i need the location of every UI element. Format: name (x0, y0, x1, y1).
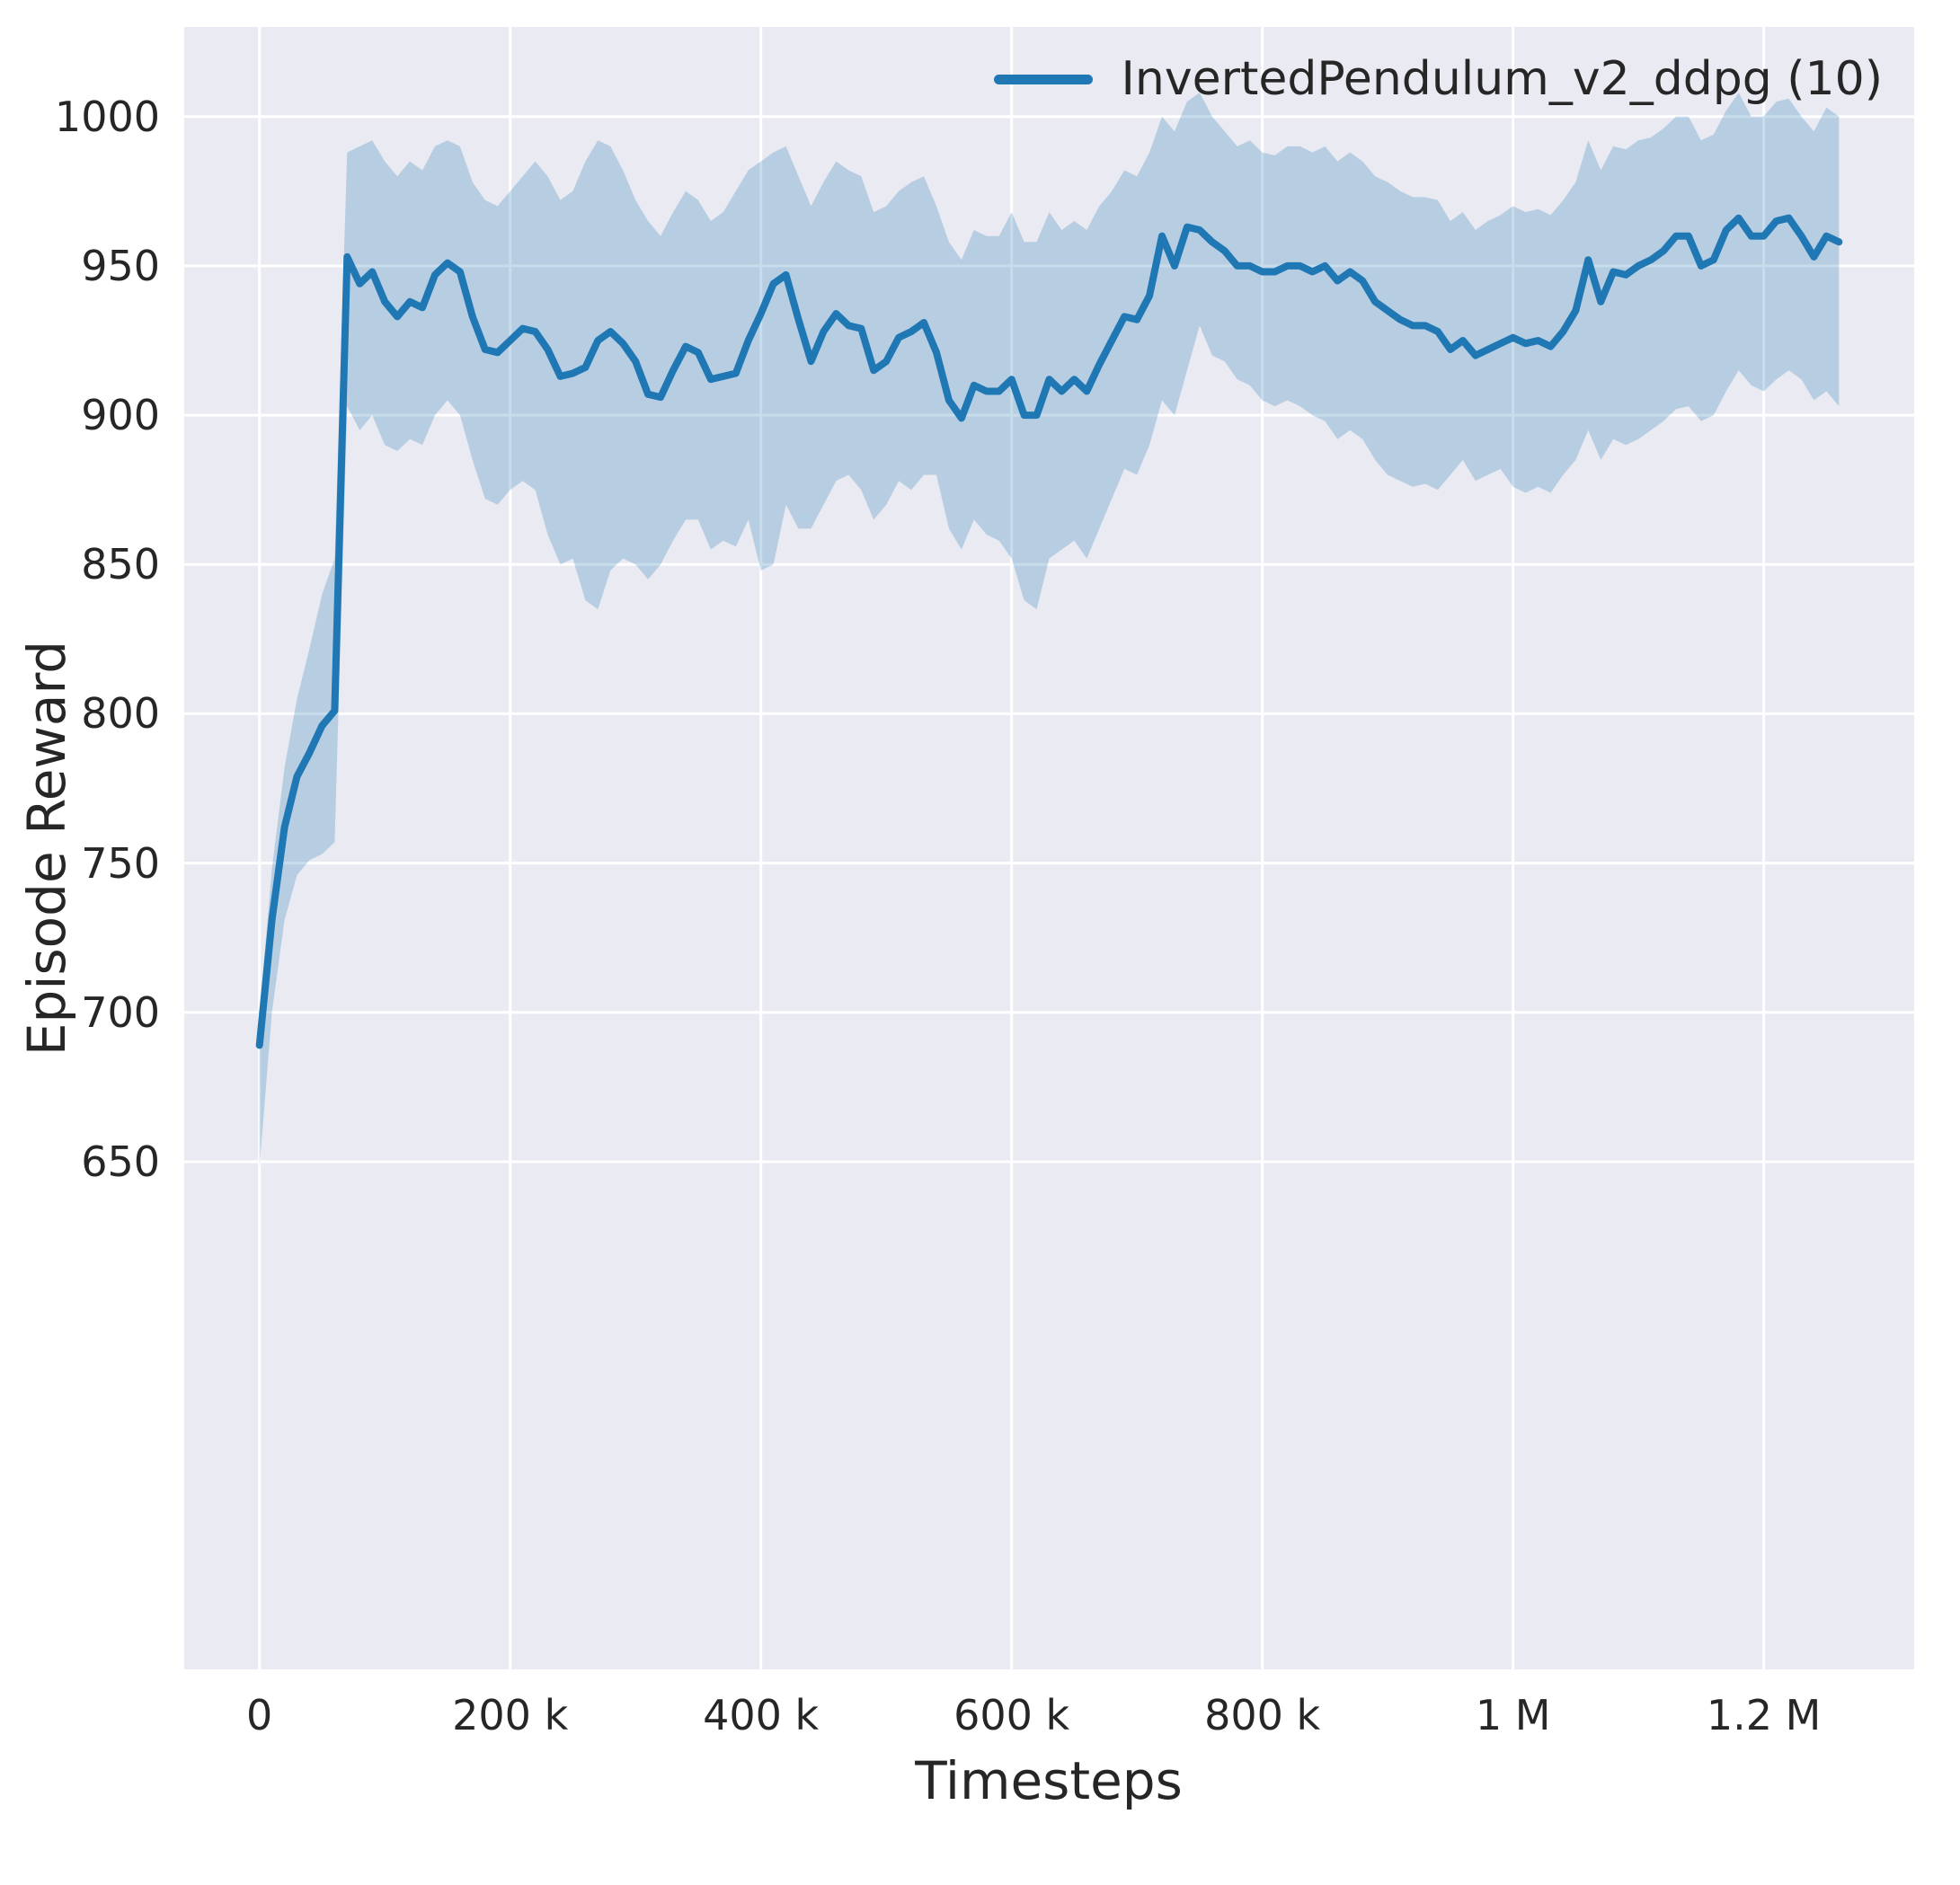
x-tick-label: 800 k (1204, 1691, 1321, 1739)
y-tick-label: 750 (81, 838, 160, 888)
y-tick-label: 850 (81, 540, 160, 589)
legend: InvertedPendulum_v2_ddpg (10) (993, 52, 1883, 106)
y-tick-label: 800 (81, 689, 160, 739)
legend-line-swatch (993, 74, 1093, 84)
x-tick-label: 600 k (953, 1691, 1070, 1739)
legend-label: InvertedPendulum_v2_ddpg (10) (1121, 52, 1883, 106)
plot-area (184, 27, 1914, 1669)
y-tick-label: 700 (81, 987, 160, 1037)
y-tick-label: 900 (81, 391, 160, 440)
y-axis-label: Episode Reward (16, 640, 77, 1057)
x-tick-label: 200 k (452, 1691, 569, 1739)
x-axis-label: Timesteps (915, 1750, 1183, 1811)
confidence-band (259, 93, 1840, 1168)
x-tick-label: 0 (246, 1691, 273, 1739)
x-tick-label: 400 k (703, 1691, 820, 1739)
y-tick-label: 650 (81, 1137, 160, 1186)
mean-line (255, 214, 1843, 1049)
y-tick-label: 1000 (54, 92, 160, 141)
y-tick-label: 950 (81, 241, 160, 290)
x-tick-label: 1.2 M (1706, 1691, 1822, 1739)
x-tick-label: 1 M (1475, 1691, 1551, 1739)
